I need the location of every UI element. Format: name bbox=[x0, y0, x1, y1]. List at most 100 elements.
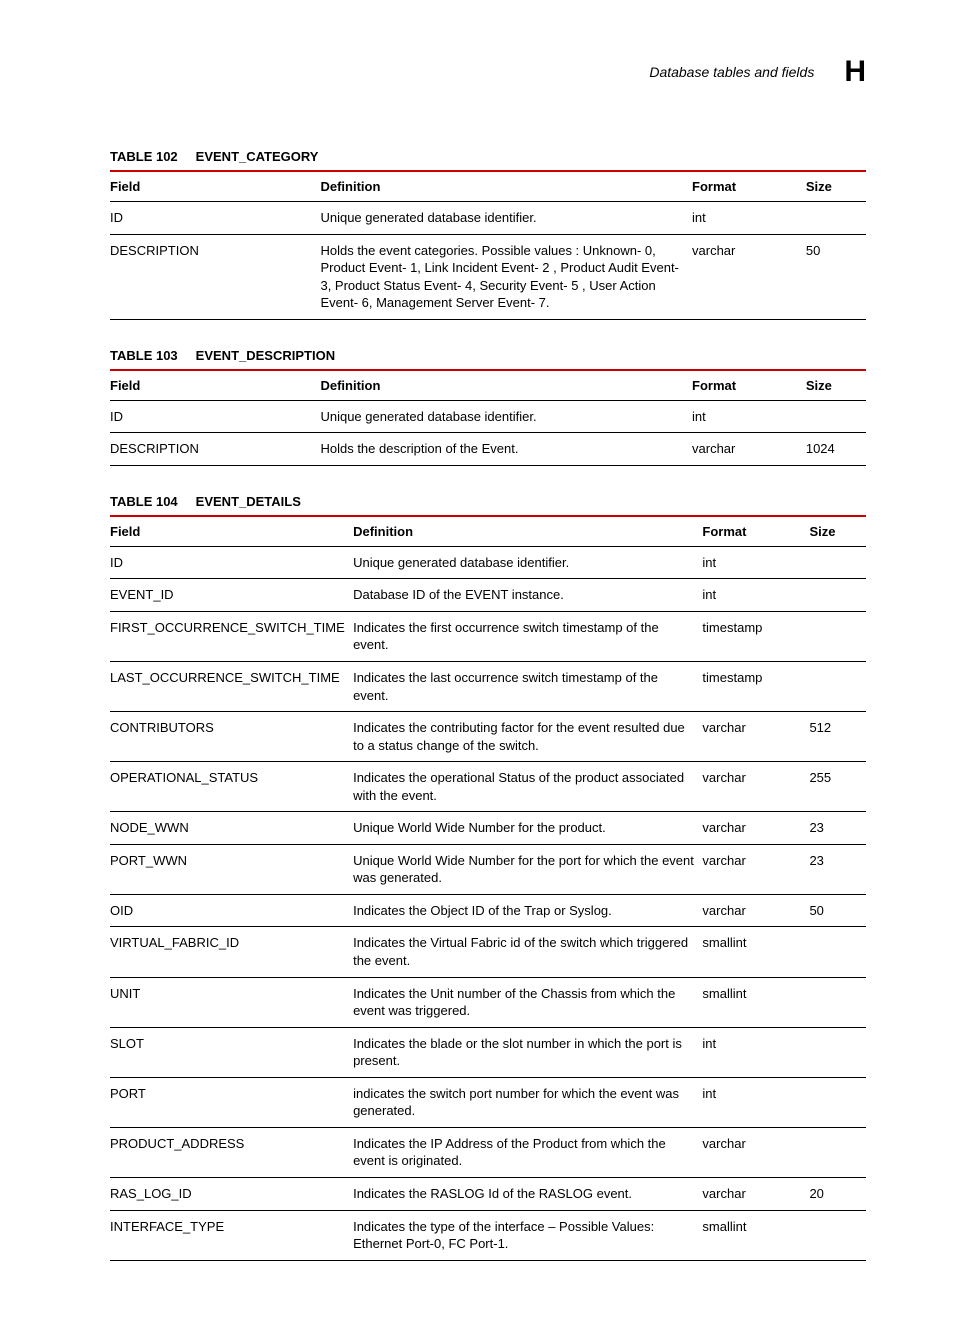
table-row: NODE_WWNUnique World Wide Number for the… bbox=[110, 812, 866, 845]
table-number: TABLE 103 bbox=[110, 348, 178, 363]
cell-size bbox=[809, 1127, 866, 1177]
table-row: IDUnique generated database identifier.i… bbox=[110, 202, 866, 235]
cell-definition: Unique generated database identifier. bbox=[353, 546, 702, 579]
tables-container: TABLE 102EVENT_CATEGORYFieldDefinitionFo… bbox=[110, 149, 866, 1261]
column-header: Size bbox=[809, 516, 866, 547]
cell-definition: Indicates the type of the interface – Po… bbox=[353, 1210, 702, 1260]
table-row: PRODUCT_ADDRESSIndicates the IP Address … bbox=[110, 1127, 866, 1177]
data-table: FieldDefinitionFormatSizeIDUnique genera… bbox=[110, 515, 866, 1261]
cell-definition: Indicates the blade or the slot number i… bbox=[353, 1027, 702, 1077]
cell-field: PORT_WWN bbox=[110, 844, 353, 894]
table-number: TABLE 102 bbox=[110, 149, 178, 164]
column-header: Format bbox=[692, 370, 806, 401]
table-row: FIRST_OCCURRENCE_SWITCH_TIMEIndicates th… bbox=[110, 611, 866, 661]
cell-format: varchar bbox=[702, 894, 809, 927]
cell-definition: Indicates the IP Address of the Product … bbox=[353, 1127, 702, 1177]
table-name: EVENT_DETAILS bbox=[196, 494, 301, 509]
table-row: PORTindicates the switch port number for… bbox=[110, 1077, 866, 1127]
cell-size bbox=[809, 1210, 866, 1260]
cell-size: 23 bbox=[809, 812, 866, 845]
table-caption: TABLE 103 EVENT_DESCRIPTION bbox=[110, 348, 866, 363]
cell-field: PRODUCT_ADDRESS bbox=[110, 1127, 353, 1177]
cell-format: varchar bbox=[702, 1127, 809, 1177]
data-table: FieldDefinitionFormatSizeIDUnique genera… bbox=[110, 170, 866, 320]
table-caption: TABLE 104EVENT_DETAILS bbox=[110, 494, 866, 509]
cell-format: varchar bbox=[692, 433, 806, 466]
cell-definition: Indicates the operational Status of the … bbox=[353, 762, 702, 812]
cell-field: DESCRIPTION bbox=[110, 234, 320, 319]
cell-format: varchar bbox=[702, 1177, 809, 1210]
table-row: DESCRIPTIONHolds the event categories. P… bbox=[110, 234, 866, 319]
cell-size: 512 bbox=[809, 712, 866, 762]
cell-definition: Indicates the contributing factor for th… bbox=[353, 712, 702, 762]
cell-field: DESCRIPTION bbox=[110, 433, 320, 466]
table-row: PORT_WWNUnique World Wide Number for the… bbox=[110, 844, 866, 894]
cell-format: int bbox=[702, 1077, 809, 1127]
cell-format: varchar bbox=[702, 844, 809, 894]
cell-field: OID bbox=[110, 894, 353, 927]
cell-size bbox=[809, 546, 866, 579]
column-header: Format bbox=[692, 171, 806, 202]
cell-definition: Indicates the first occurrence switch ti… bbox=[353, 611, 702, 661]
cell-size bbox=[809, 1027, 866, 1077]
table-row: OPERATIONAL_STATUSIndicates the operatio… bbox=[110, 762, 866, 812]
table-caption: TABLE 102 EVENT_CATEGORY bbox=[110, 149, 866, 164]
table-name: EVENT_DESCRIPTION bbox=[196, 348, 335, 363]
table-row: IDUnique generated database identifier.i… bbox=[110, 546, 866, 579]
column-header: Definition bbox=[320, 370, 692, 401]
cell-definition: Indicates the RASLOG Id of the RASLOG ev… bbox=[353, 1177, 702, 1210]
cell-format: int bbox=[702, 579, 809, 612]
table-row: OIDIndicates the Object ID of the Trap o… bbox=[110, 894, 866, 927]
cell-format: smallint bbox=[702, 977, 809, 1027]
cell-field: ID bbox=[110, 202, 320, 235]
table-row: UNITIndicates the Unit number of the Cha… bbox=[110, 977, 866, 1027]
cell-field: NODE_WWN bbox=[110, 812, 353, 845]
cell-size bbox=[809, 1077, 866, 1127]
cell-size: 23 bbox=[809, 844, 866, 894]
page-letter: H bbox=[844, 55, 866, 89]
cell-format: int bbox=[702, 546, 809, 579]
cell-field: FIRST_OCCURRENCE_SWITCH_TIME bbox=[110, 611, 353, 661]
cell-field: SLOT bbox=[110, 1027, 353, 1077]
cell-definition: Holds the description of the Event. bbox=[320, 433, 692, 466]
cell-definition: Database ID of the EVENT instance. bbox=[353, 579, 702, 612]
cell-size: 255 bbox=[809, 762, 866, 812]
column-header: Field bbox=[110, 171, 320, 202]
cell-size bbox=[806, 202, 866, 235]
column-header: Format bbox=[702, 516, 809, 547]
cell-field: RAS_LOG_ID bbox=[110, 1177, 353, 1210]
cell-format: smallint bbox=[702, 927, 809, 977]
cell-field: ID bbox=[110, 400, 320, 433]
column-header: Definition bbox=[320, 171, 692, 202]
cell-definition: Indicates the Unit number of the Chassis… bbox=[353, 977, 702, 1027]
cell-field: LAST_OCCURRENCE_SWITCH_TIME bbox=[110, 662, 353, 712]
cell-field: EVENT_ID bbox=[110, 579, 353, 612]
cell-definition: Indicates the Object ID of the Trap or S… bbox=[353, 894, 702, 927]
cell-format: varchar bbox=[702, 812, 809, 845]
table-row: VIRTUAL_FABRIC_IDIndicates the Virtual F… bbox=[110, 927, 866, 977]
cell-size bbox=[809, 611, 866, 661]
cell-definition: Holds the event categories. Possible val… bbox=[320, 234, 692, 319]
cell-format: int bbox=[692, 400, 806, 433]
table-row: CONTRIBUTORSIndicates the contributing f… bbox=[110, 712, 866, 762]
cell-size bbox=[809, 579, 866, 612]
page-header: Database tables and fields H bbox=[110, 55, 866, 89]
column-header: Definition bbox=[353, 516, 702, 547]
cell-definition: Unique World Wide Number for the product… bbox=[353, 812, 702, 845]
cell-size bbox=[809, 662, 866, 712]
cell-size: 1024 bbox=[806, 433, 866, 466]
table-block: TABLE 104EVENT_DETAILS FieldDefinitionFor… bbox=[110, 494, 866, 1261]
cell-definition: indicates the switch port number for whi… bbox=[353, 1077, 702, 1127]
cell-format: int bbox=[702, 1027, 809, 1077]
table-block: TABLE 103 EVENT_DESCRIPTION FieldDefinitio… bbox=[110, 348, 866, 466]
data-table: FieldDefinitionFormatSizeIDUnique genera… bbox=[110, 369, 866, 466]
cell-format: timestamp bbox=[702, 611, 809, 661]
cell-size bbox=[809, 977, 866, 1027]
table-row: DESCRIPTIONHolds the description of the … bbox=[110, 433, 866, 466]
cell-size: 50 bbox=[806, 234, 866, 319]
cell-field: OPERATIONAL_STATUS bbox=[110, 762, 353, 812]
table-name: EVENT_CATEGORY bbox=[196, 149, 319, 164]
cell-field: VIRTUAL_FABRIC_ID bbox=[110, 927, 353, 977]
cell-field: CONTRIBUTORS bbox=[110, 712, 353, 762]
cell-definition: Unique generated database identifier. bbox=[320, 202, 692, 235]
